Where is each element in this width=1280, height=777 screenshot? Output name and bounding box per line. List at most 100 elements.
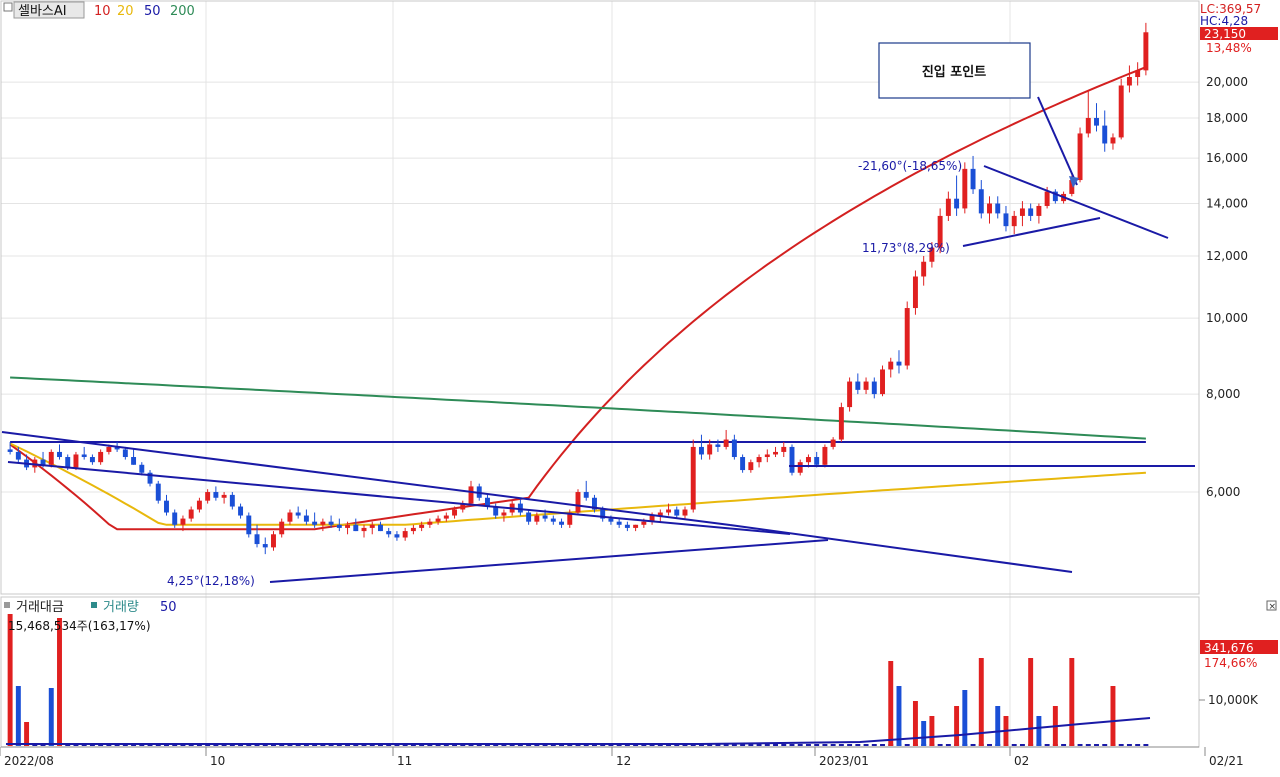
volume-bar	[773, 744, 778, 746]
candle-body	[1036, 205, 1042, 216]
volume-bar	[838, 744, 844, 746]
candle-body	[838, 407, 844, 440]
x-tick-label: 10	[210, 754, 225, 768]
candle-body	[279, 521, 285, 535]
volume-info: 15,468,534주(163,17%)	[8, 619, 151, 633]
volume-panel-close-icon[interactable]	[1266, 600, 1277, 611]
legend-name-box[interactable]	[13, 1, 85, 19]
candle-body	[559, 521, 565, 525]
volume-bar	[863, 744, 869, 746]
volume-legend-volume: 거래량	[103, 600, 139, 615]
candle-body	[978, 189, 984, 214]
candle-body	[484, 497, 490, 507]
candle-body	[649, 515, 655, 522]
candle-body	[295, 512, 301, 516]
candle-body	[715, 444, 721, 447]
volume-ma-line	[6, 717, 1151, 745]
candle-body	[435, 518, 441, 522]
legend-toggle-icon[interactable]	[3, 2, 13, 12]
volume-bar-down	[896, 686, 902, 746]
candle-body	[98, 451, 104, 463]
volume-bar	[1044, 744, 1050, 746]
candle-body	[995, 203, 1001, 214]
candle-body	[591, 497, 597, 510]
candle-body	[1094, 117, 1099, 126]
candle-body	[929, 247, 935, 262]
volume-bar-up	[1028, 658, 1034, 746]
volume-bar-up	[888, 661, 894, 746]
trendline-5	[983, 165, 1169, 239]
ma-line-200	[10, 376, 1146, 440]
candle-body	[361, 527, 367, 532]
volume-bar-down	[962, 690, 968, 746]
volume-bar	[871, 744, 877, 746]
candle-body	[954, 198, 960, 209]
last-volume-badge-bg	[1200, 640, 1278, 654]
callout-arrow-head	[1069, 176, 1079, 188]
candle-body	[863, 381, 869, 390]
candle-body	[526, 512, 532, 522]
candle-body	[781, 446, 787, 452]
candle-body	[855, 381, 861, 390]
volume-bar-down	[995, 706, 1001, 746]
last-price-badge-bg	[1200, 27, 1278, 40]
ma-50-label: 50	[144, 4, 161, 19]
volume-bar	[748, 744, 754, 746]
y-tick-label: 10,000	[1206, 311, 1248, 325]
candle-body	[707, 444, 713, 455]
volume-bar	[805, 744, 811, 746]
volume-legend-toggle-icon[interactable]	[4, 602, 10, 608]
candle-body	[814, 457, 820, 465]
candle-body	[238, 506, 244, 516]
candle-body	[312, 521, 318, 525]
candle-body	[221, 494, 227, 498]
candle-body	[567, 512, 573, 525]
candle-body	[419, 524, 425, 528]
volume-bar	[970, 744, 976, 746]
candle-body	[386, 531, 392, 535]
price-panel-frame	[0, 0, 1200, 595]
volume-bar-down	[15, 686, 21, 746]
candle-body	[147, 472, 153, 484]
candle-body	[921, 261, 927, 277]
candle-body	[624, 524, 630, 528]
candle-body	[89, 457, 95, 463]
stock-name: 셀바스AI	[18, 4, 67, 19]
candle-body	[740, 457, 746, 471]
lc-label: LC:369,57	[1200, 2, 1261, 16]
last-volume-change: 174,66%	[1204, 656, 1257, 670]
volume-tick-label: 10,000K	[1208, 693, 1259, 707]
volume-bar	[1094, 744, 1099, 746]
candle-body	[1102, 125, 1108, 144]
candle-body	[904, 308, 910, 366]
volume-bar-up	[1110, 686, 1116, 746]
candle-body	[155, 483, 161, 501]
candle-body	[1028, 208, 1034, 216]
candle-body	[633, 524, 639, 528]
candle-body	[493, 506, 499, 516]
y-tick-label: 8,000	[1206, 387, 1240, 401]
candle-body	[1135, 70, 1141, 78]
candle-body	[254, 534, 260, 545]
candle-body	[345, 524, 351, 528]
candle-body	[1052, 191, 1058, 202]
candle-body	[114, 446, 120, 450]
volume-bar-up	[24, 722, 30, 746]
candle-body	[501, 512, 507, 516]
x-tick-label: 2022/08	[4, 754, 54, 768]
volume-bar	[1085, 744, 1091, 746]
trendline-7	[1037, 96, 1078, 186]
candle-body	[723, 439, 729, 447]
volume-bar	[756, 744, 762, 746]
candle-body	[369, 524, 375, 528]
candle-body	[427, 521, 433, 525]
ma-20-label: 20	[117, 4, 134, 19]
callout-box	[878, 42, 1031, 99]
close-glyph: ×	[1269, 602, 1277, 612]
candle-body	[402, 531, 408, 538]
volume-bar	[1077, 744, 1083, 746]
x-tick-label: 11	[397, 754, 412, 768]
volume-bar	[723, 744, 729, 746]
ma-line-10	[9, 66, 1147, 531]
